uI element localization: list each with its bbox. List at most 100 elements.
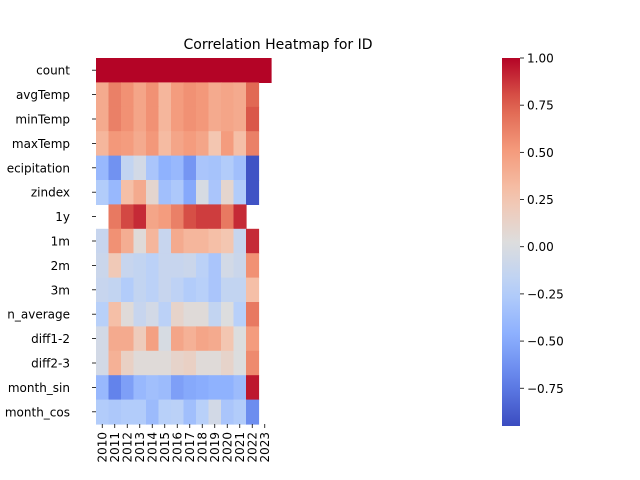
heatmap-cell xyxy=(121,155,135,181)
heatmap-cell xyxy=(233,399,247,425)
heatmap-cell xyxy=(171,131,185,157)
heatmap-cell xyxy=(183,180,197,205)
heatmap-cell xyxy=(121,253,135,279)
heatmap-cell xyxy=(96,228,110,254)
heatmap-cell xyxy=(233,131,247,157)
heatmap-cell xyxy=(233,350,247,376)
heatmap-cell xyxy=(108,302,122,327)
heatmap-cell xyxy=(108,204,122,230)
heatmap-cell xyxy=(171,155,185,181)
heatmap-cell xyxy=(146,204,160,230)
heatmap-cell xyxy=(108,155,122,181)
heatmap-cell xyxy=(233,326,247,352)
heatmap-cell xyxy=(208,106,222,132)
heatmap-cell xyxy=(158,350,172,376)
heatmap-cell xyxy=(221,399,235,425)
heatmap-cell xyxy=(171,228,185,254)
heatmap-cell xyxy=(108,399,122,425)
heatmap-cell xyxy=(246,399,260,425)
heatmap-cell xyxy=(146,326,160,352)
heatmap-cell xyxy=(221,375,235,401)
y-tick-label: count xyxy=(36,64,70,78)
x-tick-label: 2014 xyxy=(145,432,159,463)
heatmap-cell xyxy=(221,82,235,108)
heatmap-cell xyxy=(183,58,197,83)
heatmap-cell xyxy=(133,253,147,279)
heatmap-cell xyxy=(133,399,147,425)
y-tick-label: diff2-3 xyxy=(31,357,70,371)
heatmap-cell xyxy=(246,106,260,132)
x-tick-label: 2012 xyxy=(120,432,134,463)
heatmap-cell xyxy=(133,180,147,205)
heatmap-cell xyxy=(108,228,122,254)
heatmap-cell xyxy=(183,131,197,157)
heatmap-cell xyxy=(171,350,185,376)
heatmap-cell xyxy=(208,326,222,352)
heatmap-cell xyxy=(183,253,197,279)
heatmap-cell xyxy=(158,155,172,181)
y-tick-label: month_cos xyxy=(5,405,70,419)
heatmap-cell xyxy=(246,375,260,401)
x-tick-label: 2017 xyxy=(183,432,197,463)
heatmap-cell xyxy=(108,106,122,132)
heatmap-cell xyxy=(171,375,185,401)
heatmap-cell xyxy=(183,106,197,132)
heatmap-cell xyxy=(133,155,147,181)
heatmap-cell xyxy=(221,277,235,303)
heatmap-cell xyxy=(246,180,260,205)
heatmap-cell xyxy=(96,253,110,279)
heatmap-cell xyxy=(196,106,210,132)
heatmap-cell xyxy=(171,399,185,425)
heatmap-cell xyxy=(96,155,110,181)
heatmap-cell xyxy=(146,302,160,327)
heatmap-cell xyxy=(171,326,185,352)
x-tick-label: 2018 xyxy=(195,432,209,463)
heatmap-cell xyxy=(96,277,110,303)
heatmap-cell xyxy=(158,180,172,205)
colorbar-gradient xyxy=(502,58,520,426)
heatmap-cell xyxy=(158,399,172,425)
heatmap-cell xyxy=(146,399,160,425)
heatmap-cell xyxy=(246,326,260,352)
heatmap-cell xyxy=(221,302,235,327)
heatmap-cell xyxy=(171,180,185,205)
heatmap-cell xyxy=(196,253,210,279)
heatmap-cell xyxy=(121,302,135,327)
colorbar-tick-label: −0.50 xyxy=(527,335,564,349)
heatmap-cell xyxy=(246,350,260,376)
heatmap-cell xyxy=(108,131,122,157)
colorbar-tick-label: −0.25 xyxy=(527,287,564,301)
heatmap-cell xyxy=(196,180,210,205)
heatmap-cell xyxy=(121,399,135,425)
x-tick-label: 2019 xyxy=(208,432,222,463)
heatmap-cell xyxy=(183,326,197,352)
heatmap-cell xyxy=(133,131,147,157)
y-tick-label: minTemp xyxy=(15,113,70,127)
heatmap-cell xyxy=(121,106,135,132)
heatmap-cell xyxy=(196,277,210,303)
heatmap-cell xyxy=(133,302,147,327)
heatmap-cell xyxy=(196,204,210,230)
chart-title: Correlation Heatmap for ID xyxy=(183,37,372,53)
heatmap-cell xyxy=(246,58,260,83)
heatmap-cell xyxy=(121,180,135,205)
heatmap-cell xyxy=(208,204,222,230)
heatmap-cell xyxy=(183,375,197,401)
heatmap-cell xyxy=(208,228,222,254)
heatmap-cell xyxy=(96,375,110,401)
x-tick-label: 2011 xyxy=(108,432,122,463)
heatmap-cell xyxy=(133,277,147,303)
heatmap-cell xyxy=(221,326,235,352)
heatmap-cell xyxy=(158,326,172,352)
y-tick-label: maxTemp xyxy=(12,137,70,151)
heatmap-cell xyxy=(258,58,272,83)
heatmap-cell xyxy=(183,277,197,303)
heatmap-cell xyxy=(221,228,235,254)
heatmap-cell xyxy=(221,106,235,132)
heatmap-cell xyxy=(133,82,147,108)
heatmap-cell xyxy=(158,228,172,254)
heatmap-cell xyxy=(146,82,160,108)
heatmap-cell xyxy=(108,82,122,108)
heatmap-cell xyxy=(121,277,135,303)
heatmap-cell xyxy=(171,82,185,108)
